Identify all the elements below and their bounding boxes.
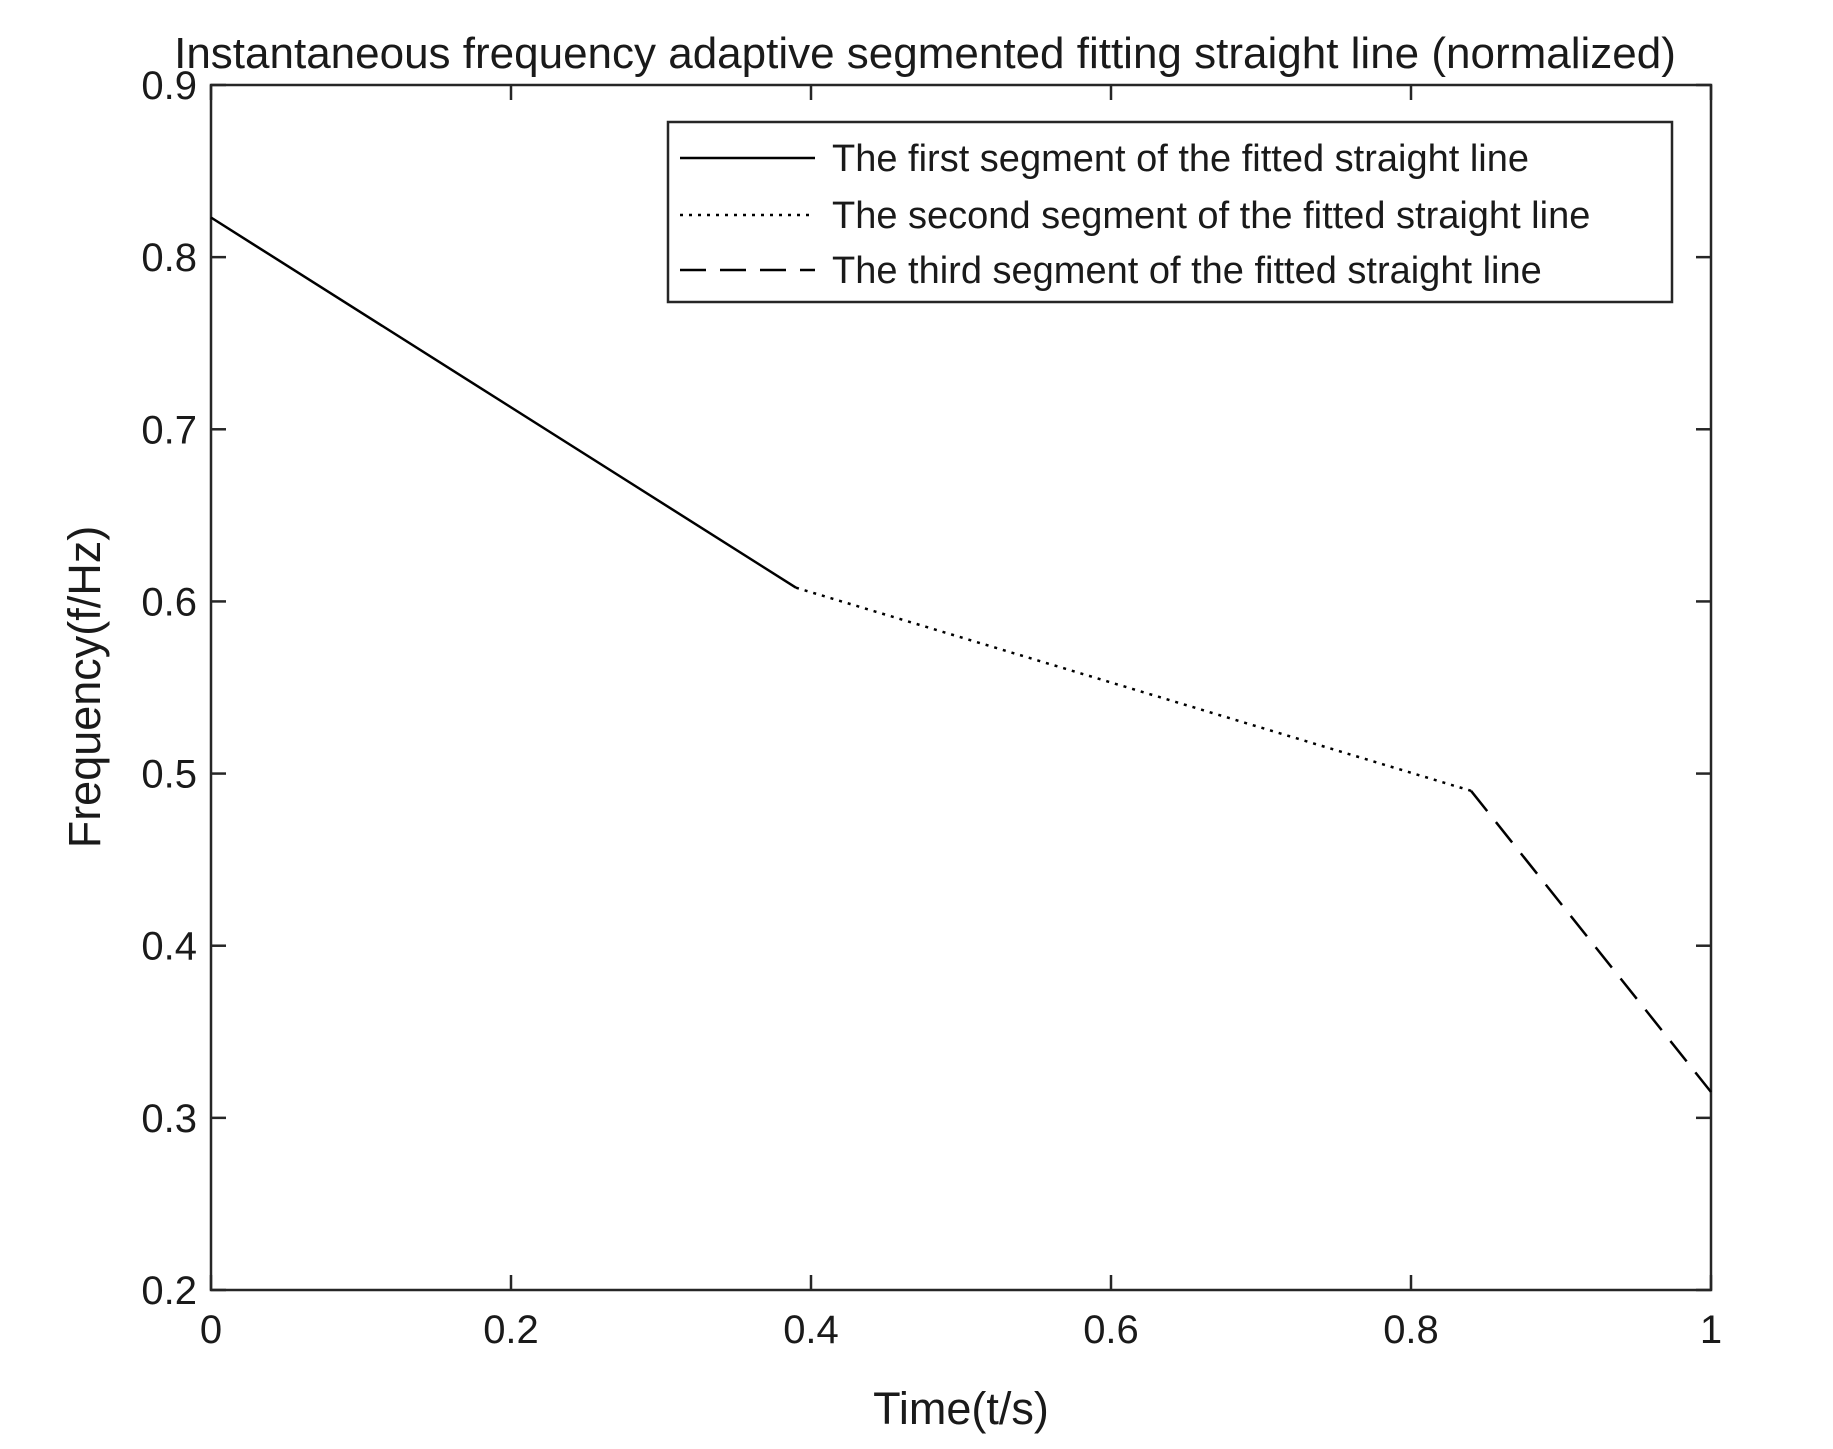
y-tick-label: 0.7	[141, 408, 197, 452]
y-axis-label: Frequency(f/Hz)	[59, 526, 110, 849]
x-tick-label: 1	[1700, 1308, 1722, 1352]
legend-label-2: The second segment of the fitted straigh…	[832, 195, 1590, 237]
x-tick-label: 0	[200, 1308, 222, 1352]
y-tick-label: 0.6	[141, 580, 197, 624]
x-tick-label: 0.2	[483, 1308, 539, 1352]
series-line-1	[210, 216, 797, 589]
legend-label-3: The third segment of the fitted straight…	[832, 250, 1542, 292]
y-axis-ticks: 0.2 0.3 0.4 0.5 0.6 0.7 0.8 0.9	[141, 64, 1711, 1313]
legend-box	[666, 120, 1674, 304]
x-axis-label: Time(t/s)	[873, 1383, 1049, 1434]
y-tick-label: 0.5	[141, 753, 197, 797]
y-tick-label: 0.2	[141, 1269, 197, 1313]
x-tick-label: 0.8	[1383, 1308, 1439, 1352]
y-tick-label: 0.9	[141, 64, 197, 108]
legend-items: The first segment of the fitted straight…	[680, 138, 1590, 292]
legend: The first segment of the fitted straight…	[666, 120, 1674, 304]
series-line-2	[795, 586, 1472, 792]
series-lines	[210, 216, 1712, 1093]
x-tick-label: 0.4	[783, 1308, 839, 1352]
y-tick-label: 0.4	[141, 925, 197, 969]
series-line-3	[1470, 790, 1712, 1093]
y-tick-label: 0.8	[141, 236, 197, 280]
chart-title: Instantaneous frequency adaptive segment…	[174, 29, 1676, 78]
x-tick-label: 0.6	[1083, 1308, 1139, 1352]
legend-label-1: The first segment of the fitted straight…	[832, 138, 1529, 180]
y-tick-label: 0.3	[141, 1097, 197, 1141]
x-axis-ticks: 0 0.2 0.4 0.6 0.8 1	[200, 85, 1722, 1352]
